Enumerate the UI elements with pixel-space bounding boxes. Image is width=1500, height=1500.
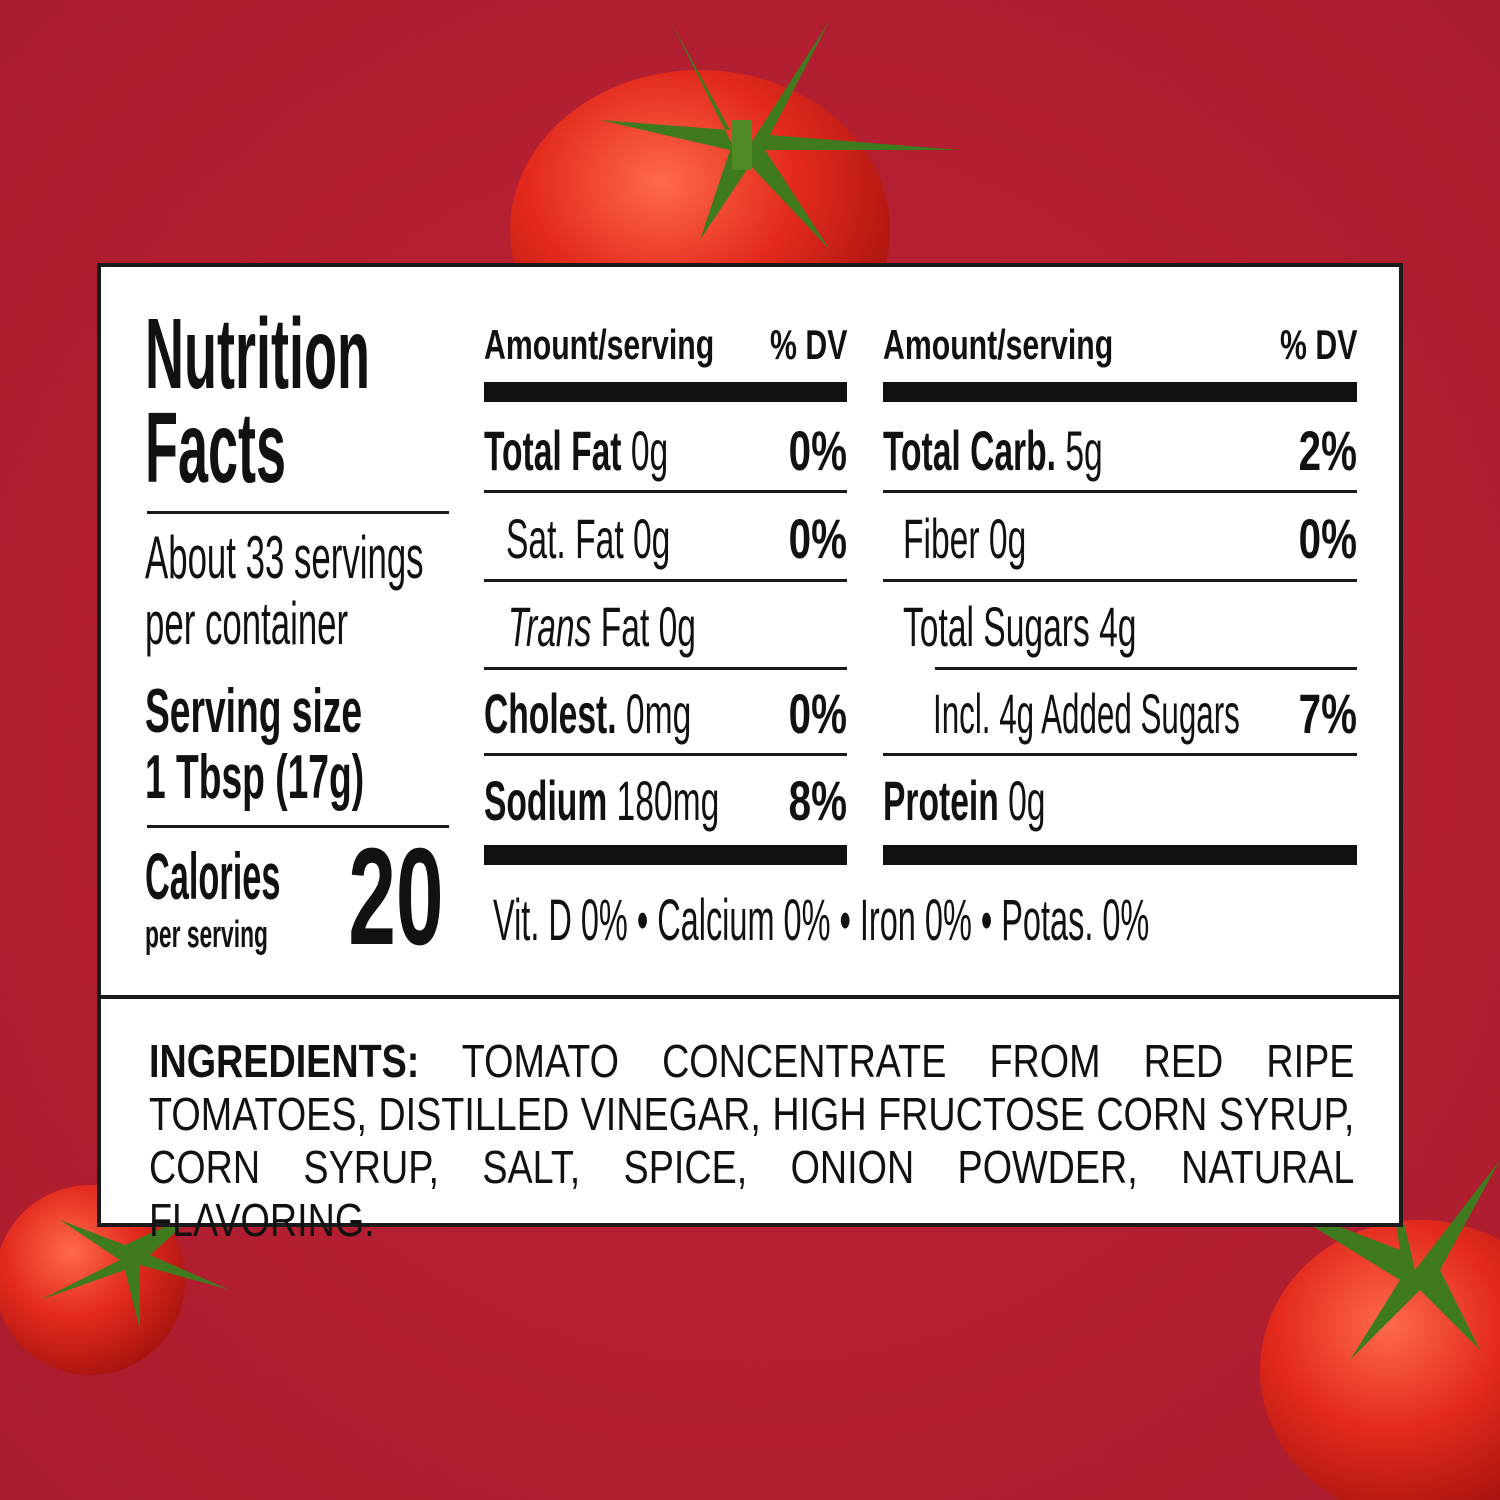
tomato-top-image: [510, 20, 960, 270]
tomato-bottom-right-image: [1260, 1120, 1500, 1500]
nutrient-row-total-sugars: Total Sugars 4g: [903, 595, 1137, 658]
nutrient-row-added-sugars: Incl. 4g Added Sugars 7%: [933, 682, 1357, 745]
right-nutrient-table: Amount/serving % DV Total Carb. 5g 2% Fibe…: [883, 267, 1357, 967]
header-dv: % DV: [1279, 321, 1357, 368]
tomato-bottom-left-image: [0, 1185, 230, 1375]
header-amount: Amount/serving: [883, 321, 1114, 368]
nutrient-row-sodium: Sodium 180mg 8%: [484, 769, 847, 832]
calories-sub: per serving: [145, 914, 268, 956]
ingredients-label: INGREDIENTS:: [149, 1035, 420, 1087]
calories-value: 20: [347, 820, 443, 974]
divider: [147, 511, 449, 514]
nutrient-row-total-carb: Total Carb. 5g 2%: [883, 419, 1357, 482]
header-dv: % DV: [769, 321, 847, 368]
nutrition-label-panel: Nutrition Facts About 33 servings per co…: [97, 263, 1403, 1246]
nutrient-row-cholesterol: Cholest. 0mg 0%: [484, 682, 847, 745]
nutrient-row-total-fat: Total Fat 0g 0%: [484, 419, 847, 482]
left-nutrient-table: Amount/serving % DV Total Fat 0g 0% Sat. F…: [484, 267, 847, 967]
servings-per-container: About 33 servings per container: [145, 524, 424, 657]
header-amount: Amount/serving: [484, 321, 715, 368]
calories-label: Calories: [145, 839, 281, 913]
nutrient-row-sat-fat: Sat. Fat 0g 0%: [506, 507, 847, 570]
nutrition-facts-title: Nutrition Facts: [145, 298, 370, 504]
divider: [147, 825, 449, 828]
section-divider: [101, 995, 1399, 999]
nutrient-row-trans-fat: Trans Fat 0g: [508, 595, 696, 658]
ingredients-text: TOMATO CONCENTRATE FROM RED RIPE TOMATOE…: [149, 1035, 1355, 1246]
nutrient-row-protein: Protein 0g: [883, 769, 1046, 832]
nutrient-row-fiber: Fiber 0g 0%: [903, 507, 1357, 570]
ingredients: INGREDIENTS: TOMATO CONCENTRATE FROM RED…: [149, 1035, 1354, 1247]
vitamins-minerals: Vit. D 0% • Calcium 0% • Iron 0% • Potas…: [493, 888, 1150, 953]
serving-size: Serving size 1 Tbsp (17g): [145, 677, 365, 812]
